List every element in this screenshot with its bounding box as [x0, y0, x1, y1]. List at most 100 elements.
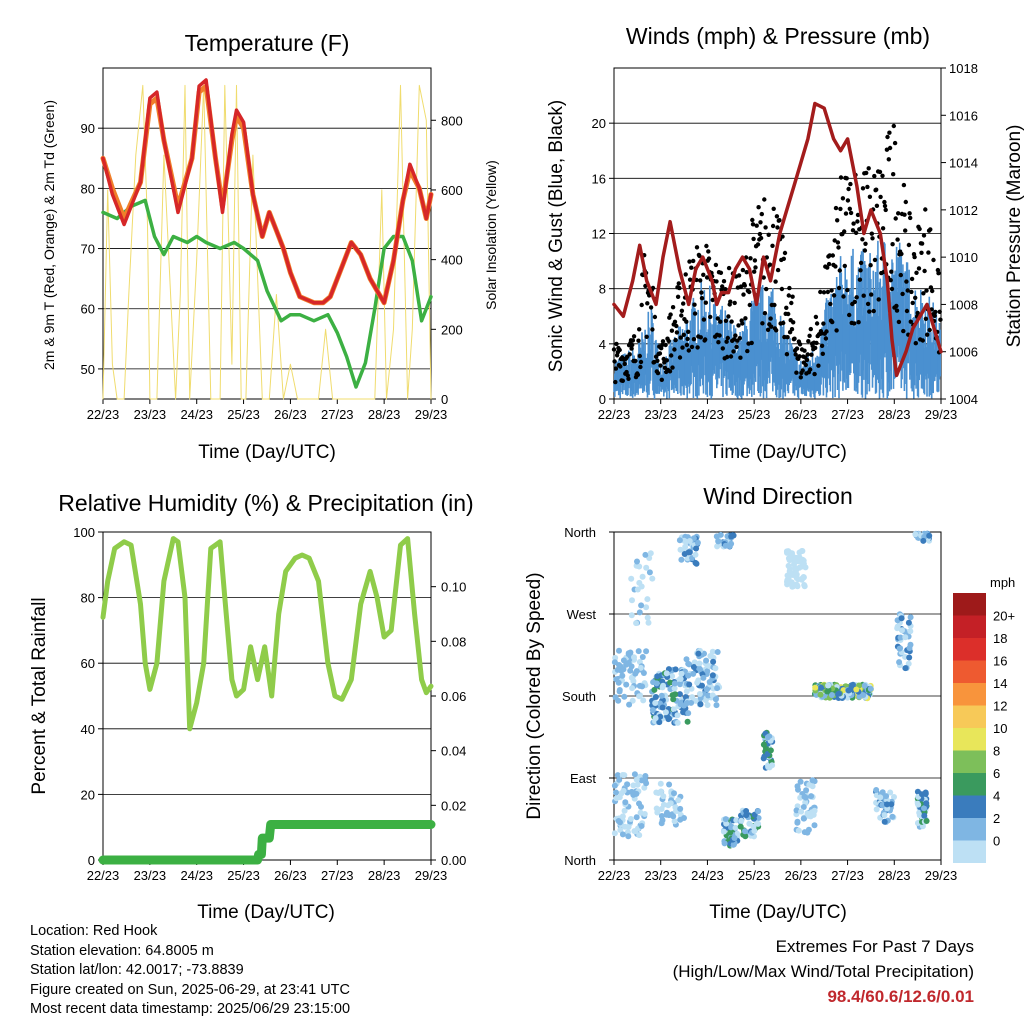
gust-point: [836, 245, 841, 250]
gust-point: [650, 285, 656, 291]
direction-point: [800, 815, 807, 822]
gust-point: [678, 335, 683, 340]
direction-point: [633, 790, 640, 797]
gust-point: [713, 262, 719, 268]
direction-point: [797, 778, 804, 785]
direction-point: [686, 661, 693, 668]
direction-point: [902, 665, 909, 672]
gust-point: [890, 242, 895, 247]
gust-point: [863, 241, 868, 246]
gust-point: [848, 210, 854, 216]
gust-point: [841, 294, 846, 299]
gust-point: [787, 285, 792, 291]
gust-point: [613, 366, 619, 371]
gust-point: [728, 354, 734, 359]
gust-point: [937, 309, 942, 314]
direction-point: [769, 762, 776, 769]
gust-point: [659, 377, 664, 382]
gust-point: [909, 276, 915, 282]
gust-point: [638, 364, 643, 370]
y-right-tick-label: 1012: [949, 203, 978, 218]
direction-point: [613, 795, 620, 802]
legend-swatch: [953, 660, 986, 683]
direction-point: [645, 619, 652, 626]
gust-point: [706, 249, 711, 254]
gust-point: [677, 285, 682, 291]
direction-point: [789, 551, 795, 558]
speed-color-legend: mph 20+ 18 16 14 12 10 8 6 4 2 0: [953, 575, 1015, 863]
direction-point: [671, 680, 678, 687]
gust-point: [644, 334, 649, 339]
gust-point: [857, 277, 863, 282]
gust-point: [718, 319, 723, 324]
gust-point: [666, 338, 671, 344]
direction-point: [643, 648, 650, 655]
direction-point: [743, 812, 750, 819]
gust-point: [856, 320, 861, 325]
direction-point: [889, 813, 896, 820]
gust-point: [914, 270, 919, 275]
direction-point: [636, 832, 643, 839]
gust-point: [901, 328, 906, 334]
gust-point: [845, 198, 851, 203]
gust-point: [745, 348, 750, 354]
gust-point: [758, 235, 764, 241]
gust-point: [672, 347, 677, 352]
gust-point: [838, 206, 843, 212]
direction-point: [704, 668, 711, 675]
gust-point: [928, 285, 934, 290]
gust-point: [866, 166, 871, 171]
direction-point: [801, 829, 808, 836]
direction-point: [621, 807, 628, 814]
gust-point: [790, 294, 795, 299]
direction-point: [767, 747, 774, 754]
gust-point: [755, 242, 761, 247]
x-tick-label: 29/23: [925, 868, 958, 883]
legend-label: 2: [993, 811, 1000, 826]
direction-point: [657, 713, 664, 720]
gust-point: [792, 336, 797, 341]
gust-point: [768, 316, 773, 321]
temperature-title: Temperature (F): [185, 30, 350, 56]
direction-point: [728, 533, 735, 540]
y-tick-label: 60: [81, 656, 95, 671]
gust-point: [737, 336, 742, 341]
gust-point: [878, 194, 883, 200]
direction-point: [737, 823, 744, 830]
direction-point: [715, 538, 722, 545]
gust-point: [894, 303, 899, 309]
x-tick-label: 29/23: [415, 407, 448, 422]
y-right-tick-label: 0.02: [441, 798, 466, 813]
direction-point: [712, 696, 719, 703]
legend-swatch: [953, 705, 986, 728]
direction-point: [644, 614, 651, 621]
direction-point: [684, 700, 691, 706]
gust-point: [670, 305, 676, 310]
direction-point: [695, 650, 702, 657]
gust-point: [763, 225, 768, 230]
direction-point: [860, 692, 867, 699]
gust-point: [877, 169, 883, 175]
gust-point: [770, 223, 776, 229]
direction-point: [690, 664, 697, 670]
direction-point: [689, 694, 696, 701]
gust-point: [698, 278, 703, 283]
direction-point: [685, 672, 692, 679]
direction-point: [666, 715, 673, 722]
direction-point: [652, 694, 659, 700]
y-tick-label: 80: [81, 591, 95, 606]
direction-point: [639, 573, 646, 580]
gust-point: [754, 223, 759, 228]
direction-point: [907, 614, 914, 621]
gust-point: [922, 268, 927, 274]
gust-point: [800, 368, 805, 373]
temperature-ylabel: 2m & 9m T (Red, Orange) & 2m Td (Green): [41, 100, 57, 370]
direction-point: [675, 797, 682, 804]
direction-point: [697, 666, 703, 673]
gust-point: [936, 271, 941, 276]
x-tick-label: 25/23: [738, 407, 771, 422]
x-tick-label: 28/23: [878, 868, 911, 883]
direction-point: [683, 688, 690, 695]
direction-point: [628, 575, 635, 582]
direction-point: [643, 604, 650, 611]
